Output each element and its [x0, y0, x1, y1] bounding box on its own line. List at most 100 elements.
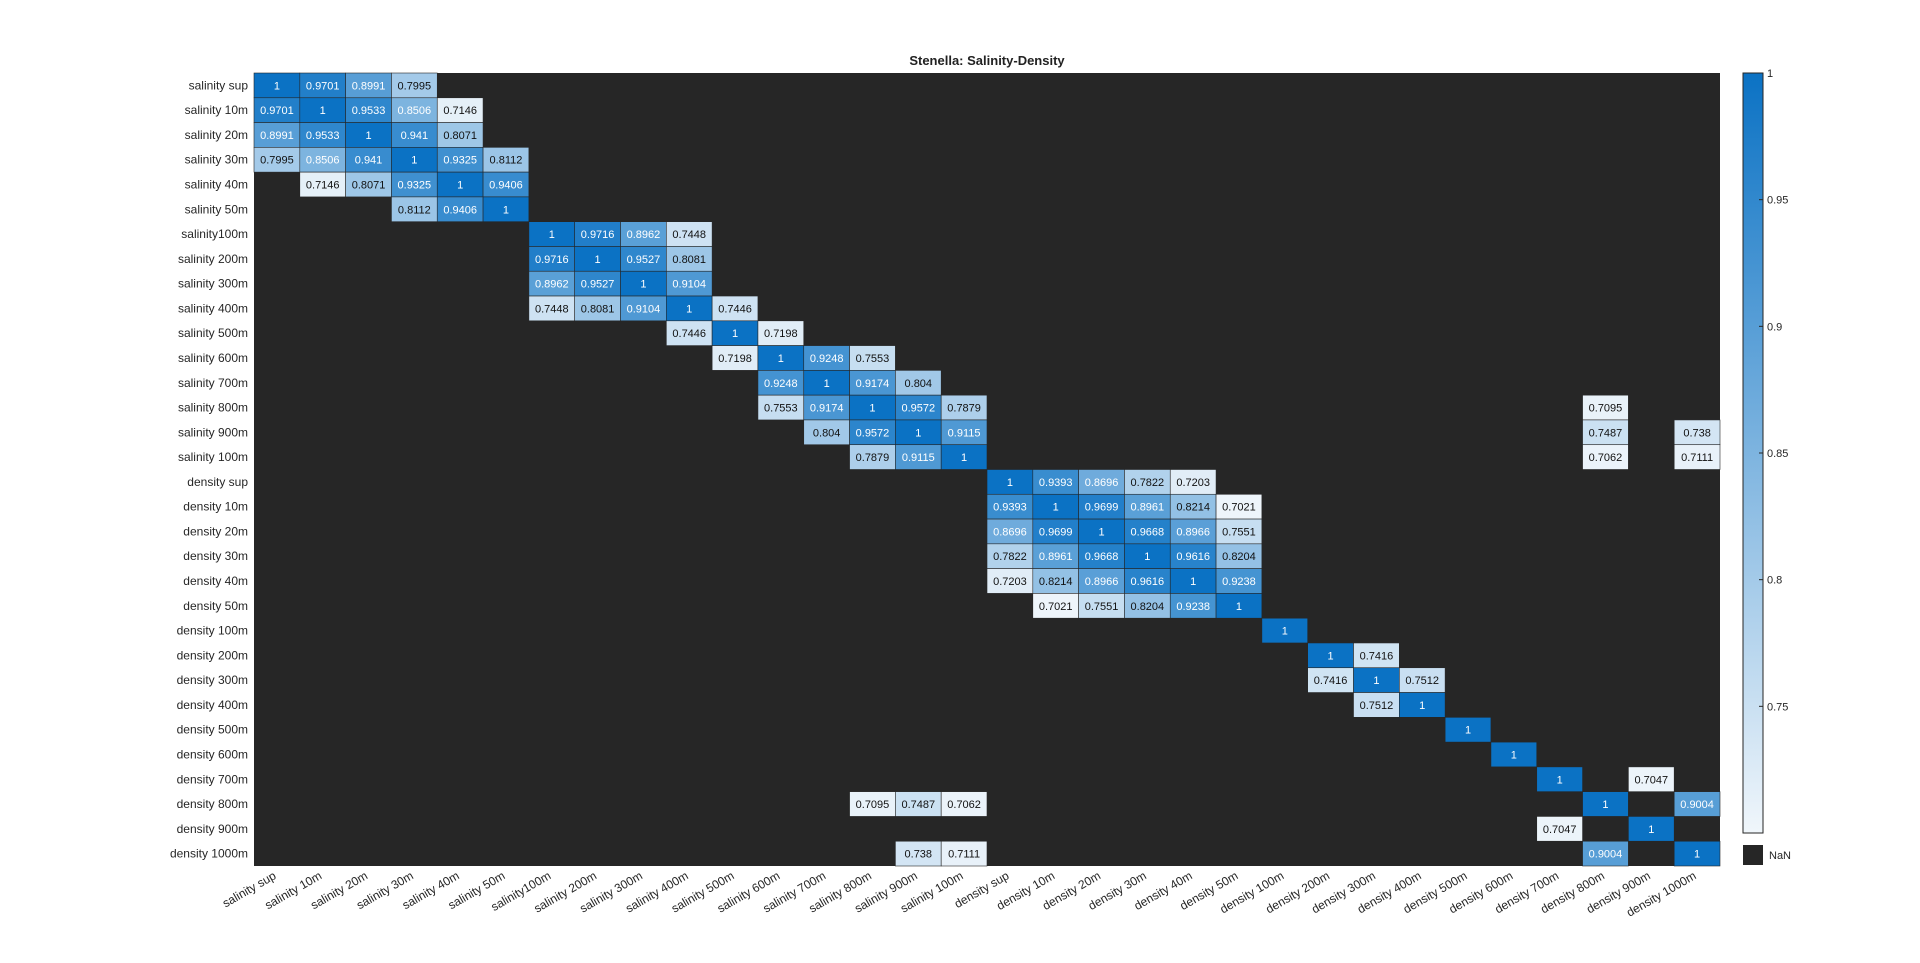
cell-value-label: 0.9174	[856, 378, 890, 390]
heatmap-cell	[940, 444, 988, 470]
cell-value-label: 1	[274, 80, 280, 92]
heatmap-cell	[1399, 667, 1446, 693]
heatmap-cell	[1215, 518, 1263, 545]
heatmap-cell	[1032, 568, 1079, 594]
cell-value-label: 1	[1236, 601, 1242, 613]
heatmap-cell	[528, 221, 575, 247]
colorbar-tick-label: 0.85	[1767, 448, 1788, 460]
cell-value-label: 1	[411, 155, 417, 167]
y-tick-label: salinity 800m	[178, 401, 248, 415]
cell-value-label: 0.8071	[352, 180, 386, 192]
heatmap-cell	[757, 320, 805, 346]
cell-value-label: 0.7047	[1634, 774, 1668, 786]
cell-value-label: 1	[595, 254, 601, 266]
y-tick-label: salinity 600m	[178, 351, 248, 365]
heatmap-cell	[1078, 568, 1125, 594]
heatmap-cell	[940, 419, 988, 446]
heatmap-cell	[1261, 617, 1308, 644]
y-tick-label: density 600m	[177, 747, 248, 761]
cell-value-label: 0.8081	[672, 254, 706, 266]
cell-value-label: 1	[457, 180, 463, 192]
y-tick-label: density 900m	[177, 822, 248, 836]
heatmap-cell	[345, 122, 392, 148]
cell-value-label: 0.9004	[1589, 849, 1623, 861]
heatmap-cell	[1353, 642, 1400, 669]
heatmap-cell	[1169, 493, 1217, 520]
heatmap-cell	[253, 97, 301, 123]
heatmap-cell	[574, 221, 621, 247]
cell-value-label: 0.7879	[856, 452, 890, 464]
cell-value-label: 0.7995	[260, 155, 294, 167]
cell-value-label: 0.8962	[535, 279, 569, 291]
heatmap-cell	[1169, 593, 1217, 619]
cell-value-label: 0.8962	[627, 229, 661, 241]
heatmap-cell	[345, 171, 392, 198]
cell-value-label: 0.9393	[1039, 477, 1073, 489]
y-tick-label: salinity 300m	[178, 277, 248, 291]
y-tick-label: salinity 700m	[178, 376, 248, 390]
heatmap-cell	[574, 295, 621, 322]
cell-value-label: 0.7553	[856, 353, 890, 365]
y-tick-label: salinity 30m	[185, 153, 248, 167]
y-tick-label: salinity 500m	[178, 326, 248, 340]
cell-value-label: 0.941	[355, 155, 383, 167]
cell-value-label: 0.7551	[1085, 601, 1119, 613]
heatmap-cell	[436, 97, 484, 123]
heatmap-cell	[986, 469, 1034, 495]
cell-value-label: 1	[320, 105, 326, 117]
heatmap-cells: 1 0.9701 0.8991 0.7995 0.9701 1 0.9533 0.8506 0.…	[253, 72, 1721, 867]
heatmap-cell	[666, 246, 713, 272]
heatmap-cell	[757, 394, 805, 421]
cell-value-label: 0.8112	[398, 204, 431, 216]
heatmap-cell	[1078, 593, 1125, 619]
heatmap-cell	[620, 246, 667, 272]
heatmap-cell	[849, 394, 896, 421]
heatmap-cell	[849, 791, 896, 817]
cell-value-label: 1	[549, 229, 555, 241]
cell-value-label: 0.8991	[352, 80, 386, 92]
heatmap-cell	[940, 840, 988, 867]
y-tick-label: salinity 100m	[178, 450, 248, 464]
cell-value-label: 1	[1419, 700, 1425, 712]
colorbar-tick-label: 0.95	[1767, 195, 1788, 207]
cell-value-label: 0.738	[1683, 427, 1711, 439]
cell-value-label: 1	[1007, 477, 1013, 489]
y-tick-label: density 300m	[177, 673, 248, 687]
cell-value-label: 0.9325	[398, 180, 432, 192]
cell-value-label: 0.9238	[1222, 576, 1256, 588]
heatmap-cell	[1536, 766, 1583, 792]
nan-swatch	[1743, 845, 1763, 865]
y-tick-label: density 200m	[177, 648, 248, 662]
cell-value-label: 0.9248	[764, 378, 798, 390]
cell-value-label: 1	[1053, 502, 1059, 514]
cell-value-label: 0.8966	[1176, 526, 1210, 538]
y-tick-label: density 20m	[183, 524, 248, 538]
heatmap-cell	[895, 791, 942, 817]
cell-value-label: 0.7446	[672, 328, 706, 340]
cell-value-label: 0.804	[813, 427, 841, 439]
heatmap-cell	[299, 97, 346, 123]
cell-value-label: 1	[915, 427, 921, 439]
y-tick-label: salinity 50m	[185, 202, 248, 216]
cell-value-label: 0.7095	[1589, 403, 1623, 415]
heatmap-cell	[1032, 593, 1079, 619]
cell-value-label: 0.7111	[948, 849, 980, 861]
heatmap-cell	[436, 122, 484, 148]
cell-value-label: 0.8081	[581, 303, 615, 315]
heatmap-cell	[1215, 593, 1263, 619]
heatmap-cell	[1582, 419, 1629, 446]
heatmap-cell	[1353, 667, 1400, 693]
heatmap-cell	[1124, 469, 1171, 495]
y-tick-label: salinity100m	[181, 227, 248, 241]
cell-value-label: 0.7047	[1543, 824, 1577, 836]
cell-value-label: 0.804	[905, 378, 933, 390]
cell-value-label: 0.9406	[443, 204, 477, 216]
heatmap-cell	[299, 122, 346, 148]
cell-value-label: 0.7146	[306, 180, 340, 192]
heatmap-cell	[482, 147, 530, 173]
heatmap-cell	[1307, 667, 1354, 693]
y-tick-label: density 50m	[183, 599, 248, 613]
heatmap-cell	[849, 419, 896, 446]
y-tick-label: density 100m	[177, 624, 248, 638]
cell-value-label: 0.9533	[306, 130, 340, 142]
